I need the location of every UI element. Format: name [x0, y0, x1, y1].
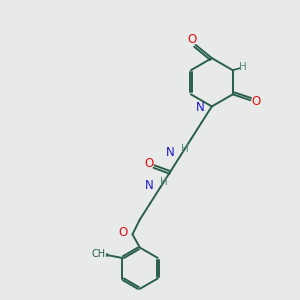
- Text: N: N: [145, 178, 154, 191]
- Text: O: O: [188, 33, 197, 46]
- Text: O: O: [251, 95, 260, 108]
- Text: N: N: [166, 146, 174, 159]
- Text: CH₃: CH₃: [91, 249, 109, 259]
- Text: H: H: [239, 62, 247, 72]
- Text: N: N: [196, 101, 205, 114]
- Text: O: O: [118, 226, 127, 239]
- Text: H: H: [181, 143, 188, 154]
- Text: H: H: [160, 176, 168, 187]
- Text: O: O: [145, 157, 154, 170]
